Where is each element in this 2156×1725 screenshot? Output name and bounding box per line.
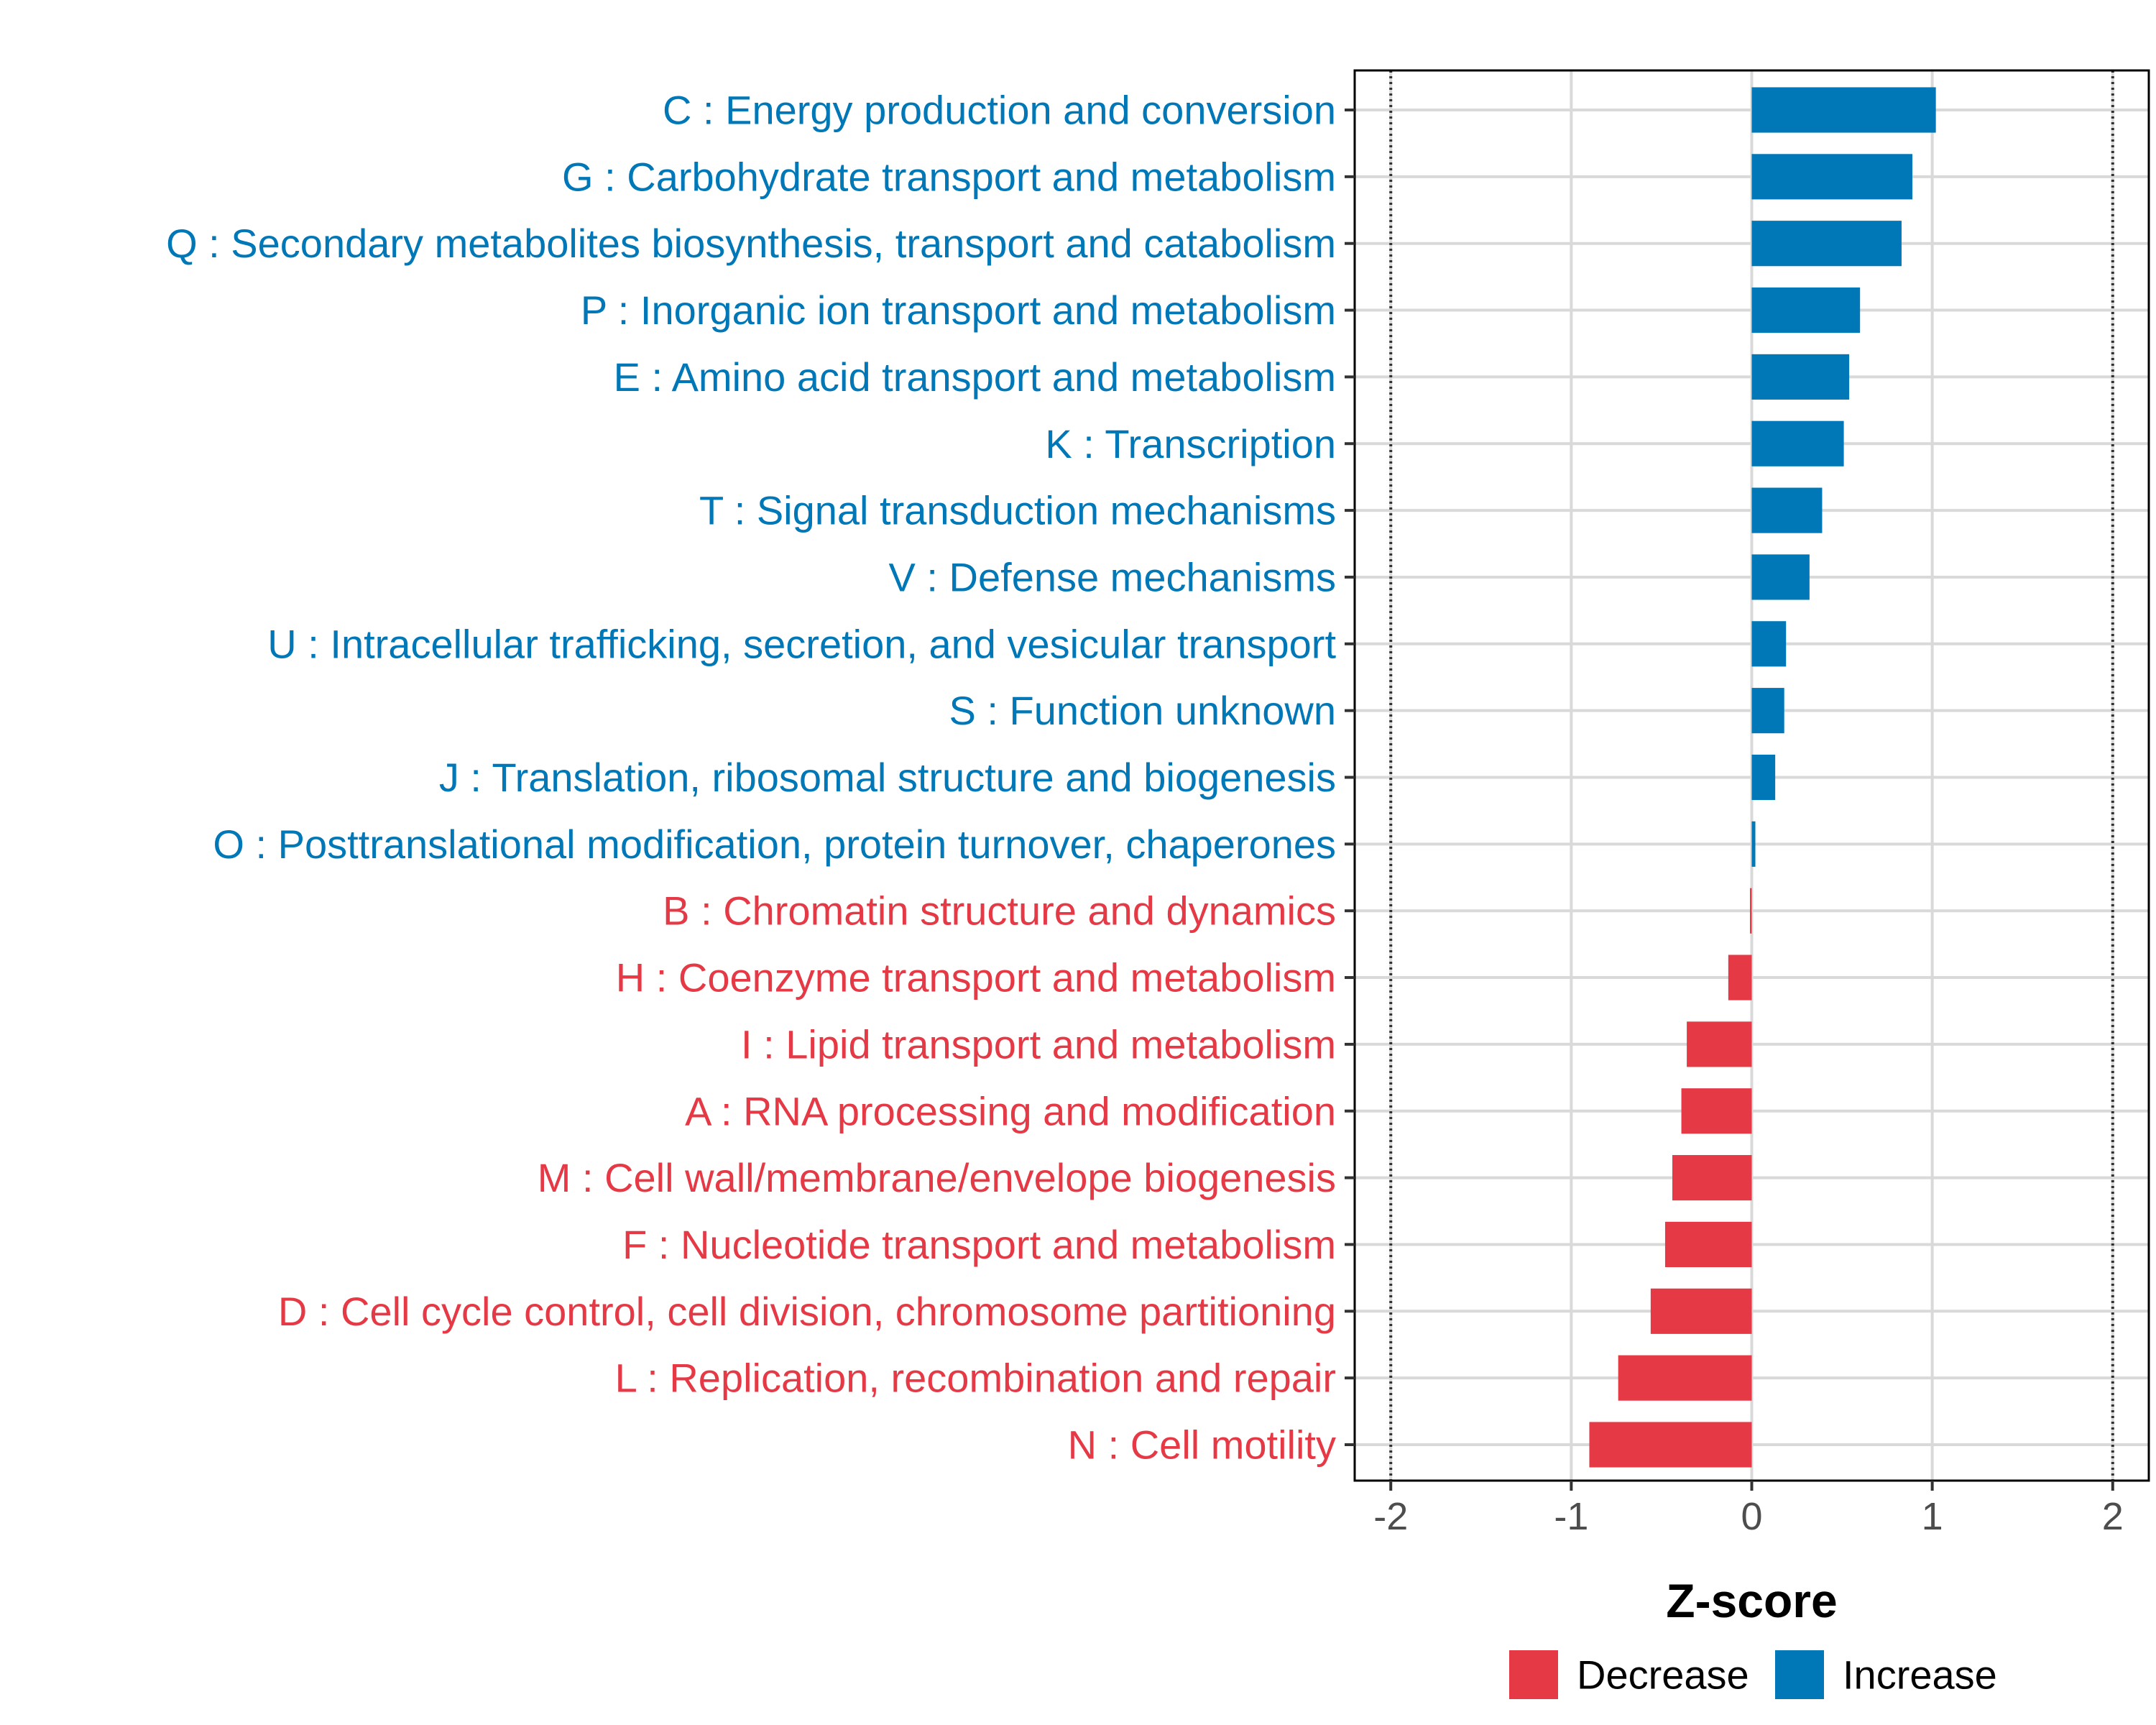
bar-decrease[interactable] [1687, 1021, 1752, 1067]
y-tick-label: F : Nucleotide transport and metabolism [622, 1222, 1336, 1267]
bar-increase[interactable] [1751, 554, 1810, 600]
bar-increase[interactable] [1751, 621, 1787, 667]
y-tick-label: C : Energy production and conversion [663, 88, 1336, 133]
bar-layer [1589, 87, 1936, 1468]
legend-label-decrease: Decrease [1577, 1652, 1749, 1698]
bar-decrease[interactable] [1650, 1288, 1752, 1334]
bar-decrease[interactable] [1672, 1155, 1752, 1201]
y-tick-label: D : Cell cycle control, cell division, c… [278, 1289, 1336, 1334]
bar-decrease[interactable] [1681, 1088, 1752, 1134]
y-tick-label: B : Chromatin structure and dynamics [663, 888, 1336, 934]
bar-increase[interactable] [1751, 87, 1936, 133]
bar-increase[interactable] [1751, 221, 1902, 267]
y-tick-label: J : Translation, ribosomal structure and… [439, 755, 1336, 800]
bar-increase[interactable] [1751, 287, 1861, 334]
y-tick-label: M : Cell wall/membrane/envelope biogenes… [538, 1155, 1336, 1200]
y-tick-label: E : Amino acid transport and metabolism [614, 354, 1336, 400]
y-tick-label: Q : Secondary metabolites biosynthesis, … [166, 221, 1336, 266]
bar-decrease[interactable] [1749, 888, 1752, 934]
y-tick-label: T : Signal transduction mechanisms [699, 488, 1336, 533]
x-tick-label: 1 [1922, 1495, 1943, 1538]
x-axis-title: Z-score [1666, 1574, 1837, 1627]
bar-increase[interactable] [1751, 688, 1784, 734]
bar-increase[interactable] [1751, 487, 1823, 533]
bar-increase[interactable] [1751, 154, 1913, 200]
bar-decrease[interactable] [1728, 954, 1752, 1000]
y-tick-label: G : Carbohydrate transport and metabolis… [562, 154, 1336, 199]
y-tick-label: L : Replication, recombination and repai… [615, 1356, 1336, 1401]
bar-increase[interactable] [1751, 754, 1776, 801]
y-tick-label: V : Defense mechanisms [889, 554, 1336, 599]
x-tick-label: 2 [2102, 1495, 2124, 1538]
y-tick-label: A : RNA processing and modification [685, 1088, 1336, 1133]
bar-decrease[interactable] [1618, 1355, 1752, 1401]
legend[interactable]: Decrease Increase [1509, 1650, 1997, 1699]
y-tick-label: N : Cell motility [1068, 1422, 1336, 1468]
legend-key-increase[interactable] [1775, 1650, 1824, 1699]
bar-increase[interactable] [1751, 354, 1850, 400]
y-tick-label: O : Posttranslational modification, prot… [213, 822, 1336, 867]
bar-decrease[interactable] [1589, 1422, 1752, 1468]
bar-decrease[interactable] [1664, 1221, 1752, 1268]
y-tick-label: I : Lipid transport and metabolism [741, 1021, 1336, 1067]
bar-increase[interactable] [1751, 821, 1756, 867]
legend-key-decrease[interactable] [1509, 1650, 1558, 1699]
bar-increase[interactable] [1751, 420, 1844, 466]
legend-label-increase: Increase [1843, 1652, 1997, 1698]
y-tick-label: H : Coenzyme transport and metabolism [616, 955, 1336, 1000]
y-tick-label: U : Intracellular trafficking, secretion… [267, 621, 1336, 666]
y-tick-label: K : Transcription [1045, 421, 1336, 466]
y-tick-label: P : Inorganic ion transport and metaboli… [581, 288, 1336, 333]
x-tick-label: 0 [1741, 1495, 1762, 1538]
y-tick-label: S : Function unknown [949, 688, 1336, 733]
x-tick-label: -1 [1554, 1495, 1588, 1538]
x-axis: -2 -1 0 1 2 [1373, 1481, 2124, 1538]
x-tick-label: -2 [1373, 1495, 1408, 1538]
y-axis: C : Energy production and conversion G : … [166, 88, 1355, 1468]
